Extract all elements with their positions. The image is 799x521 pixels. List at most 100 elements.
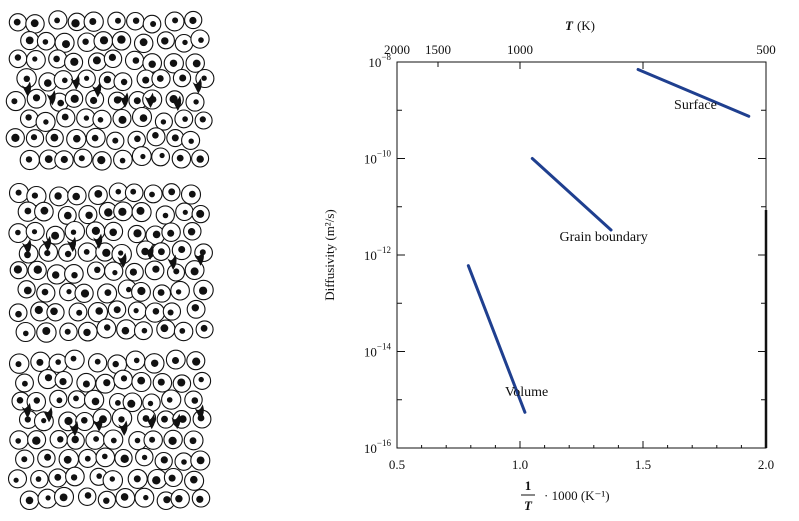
atom-nucleus	[132, 57, 140, 64]
atom-nucleus	[179, 328, 186, 334]
atom-nucleus	[181, 459, 187, 465]
atom-nucleus	[25, 36, 34, 45]
atom-nucleus	[31, 229, 38, 235]
atom-nucleus	[147, 400, 154, 407]
diffusion-trail	[192, 78, 202, 94]
atom-nucleus	[152, 265, 160, 273]
atom-nucleus	[136, 206, 145, 215]
diffusion-trail	[93, 233, 103, 249]
atom-nucleus	[108, 53, 116, 62]
atom-nucleus	[56, 397, 63, 404]
atom-nucleus	[50, 307, 58, 316]
y-tick-label: 10−8	[368, 52, 391, 70]
atom-nucleus	[81, 417, 88, 424]
atom-nucleus	[129, 268, 137, 276]
atom-nucleus	[157, 289, 165, 296]
atom-nucleus	[44, 453, 52, 461]
atom-nucleus	[120, 493, 129, 501]
atom-nucleus	[118, 416, 125, 423]
atom-nucleus	[78, 155, 85, 162]
atom-nucleus	[143, 494, 149, 501]
atom-nucleus	[32, 56, 38, 62]
diffusivity-chart: T (K) Diffusivity (m²/s) 1 T · 1000 (K⁻¹)…	[300, 0, 799, 516]
atom-nucleus	[175, 495, 183, 503]
atom-nucleus	[97, 156, 106, 165]
series-line-volume	[466, 264, 527, 414]
atom-nucleus	[70, 57, 79, 66]
atom-nucleus	[16, 397, 24, 404]
diffusion-trail	[43, 407, 53, 423]
atom-nucleus	[91, 226, 100, 235]
atom-nucleus	[152, 308, 160, 315]
atom-nucleus	[193, 99, 199, 105]
top-axis-title: T (K)	[565, 18, 595, 33]
atom-nucleus	[168, 474, 176, 482]
atom-nucleus	[161, 37, 169, 45]
atom-nucleus	[11, 133, 20, 142]
atom-nucleus	[188, 190, 196, 198]
atom-nucleus	[190, 267, 199, 276]
atom-nucleus	[57, 99, 64, 107]
atom-nucleus	[71, 272, 78, 279]
atom-nucleus	[190, 475, 198, 484]
atom-nucleus	[175, 289, 182, 295]
atom-nucleus	[36, 358, 44, 366]
atom-nucleus	[196, 209, 205, 218]
atom-nucleus	[23, 286, 32, 295]
atom-nucleus	[51, 231, 60, 240]
atom-nucleus	[57, 436, 64, 443]
y-tick-exponent: −10	[377, 149, 392, 159]
atom-nucleus	[64, 328, 71, 335]
atom-nucleus	[15, 310, 22, 318]
atom-nucleus	[25, 156, 33, 163]
atom-nucleus	[54, 473, 62, 481]
x-tick-label: 1.5	[635, 457, 651, 472]
atom-nucleus	[40, 206, 49, 215]
atom-nucleus	[167, 229, 175, 237]
atom-nucleus	[52, 271, 60, 279]
atom-nucleus	[70, 94, 79, 103]
atom-nucleus	[13, 18, 21, 26]
atom-nucleus	[64, 211, 72, 220]
atom-nucleus	[70, 355, 77, 362]
atom-nucleus	[95, 307, 103, 315]
atom-nucleus	[70, 474, 78, 481]
atom-nucleus	[66, 289, 72, 295]
series-label: Volume	[505, 385, 548, 400]
atom-nucleus	[93, 436, 99, 442]
atom-panel-3	[7, 349, 212, 511]
y-tick-exponent: −12	[377, 245, 391, 255]
diffusion-trail	[167, 254, 177, 270]
atom-nucleus	[76, 309, 83, 316]
atom-nucleus	[137, 286, 146, 296]
atom-nucleus	[14, 54, 22, 61]
atom-nucleus	[41, 418, 47, 424]
atom-nucleus	[42, 327, 51, 335]
atom-nucleus	[15, 361, 22, 368]
atom-nucleus	[119, 157, 126, 164]
atom-nucleus	[97, 117, 104, 123]
atom-nucleus	[73, 395, 79, 402]
atom-nucleus	[187, 228, 196, 236]
atom-nucleus	[54, 192, 62, 200]
atom-nucleus	[103, 497, 110, 504]
plot-frame	[396, 61, 767, 449]
chart-svg: T (K) Diffusivity (m²/s) 1 T · 1000 (K⁻¹)…	[322, 18, 776, 513]
y-tick-label: 10−14	[364, 342, 392, 360]
x-axis-label: 1 T · 1000 (K⁻¹)	[521, 478, 610, 513]
atom-nucleus	[126, 286, 132, 293]
atom-nucleus	[191, 304, 199, 312]
atom-nucleus	[177, 378, 186, 387]
atom-nucleus	[168, 436, 177, 445]
atom-nucleus	[21, 456, 28, 463]
atom-nucleus	[112, 360, 119, 368]
atom-nucleus	[44, 155, 53, 164]
atom-nucleus	[192, 357, 201, 366]
atom-nucleus	[55, 359, 61, 365]
atom-nucleus	[189, 16, 197, 25]
atom-nucleus	[32, 94, 41, 102]
series-label: Grain boundary	[560, 230, 648, 245]
atom-nucleus	[161, 415, 168, 423]
atom-diagrams	[0, 0, 230, 516]
atom-nucleus	[59, 378, 67, 386]
